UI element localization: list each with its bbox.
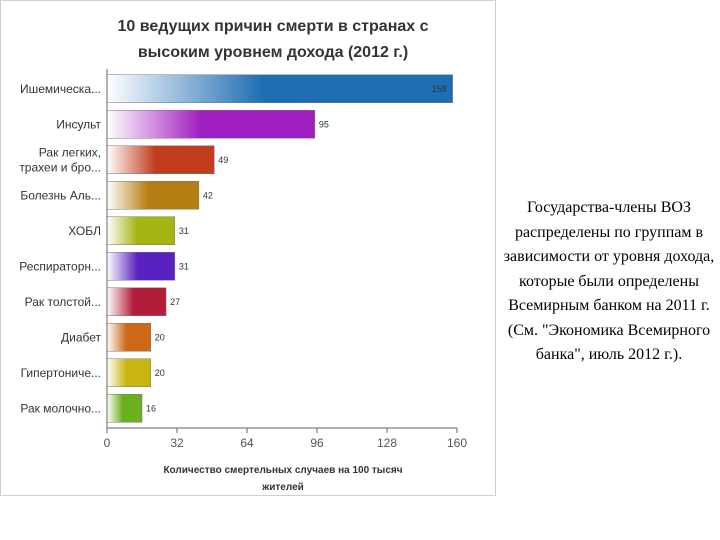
- bar-value-label: 95: [319, 119, 329, 129]
- x-axis: 0 32 64 96 128 160: [104, 69, 467, 450]
- bar: [106, 287, 167, 316]
- bar: [106, 323, 151, 352]
- bar: [106, 181, 200, 210]
- x-axis-title-line: Количество смертельных случаев на 100 ты…: [163, 465, 402, 476]
- category-label: Болезнь Аль...: [20, 188, 101, 202]
- x-tick-label: 0: [104, 436, 111, 450]
- bar: [106, 145, 215, 174]
- chart-title: 10 ведущих причин смерти в странах с высо…: [117, 18, 428, 61]
- bar: [106, 394, 143, 423]
- bar-value-label: 27: [170, 297, 180, 307]
- bar-value-label: 31: [179, 226, 189, 236]
- x-axis-title: Количество смертельных случаев на 100 ты…: [163, 465, 402, 493]
- bar-value-label: 31: [179, 261, 189, 271]
- category-label: Рак молочно...: [20, 401, 101, 415]
- category-label: Рак легких,: [39, 145, 101, 159]
- bar-value-label: 20: [155, 368, 165, 378]
- x-tick-label: 128: [377, 436, 397, 450]
- category-label: Гипертониче...: [21, 366, 101, 380]
- bar-chart: 10 ведущих причин смерти в странах с высо…: [19, 18, 467, 493]
- bar-value-label: 158: [432, 84, 447, 94]
- chart-title-line: высоким уровнем дохода (2012 г.): [138, 44, 408, 61]
- category-label: Ишемическа...: [20, 82, 101, 96]
- category-label: Респираторн...: [19, 259, 101, 273]
- bar-value-label: 16: [146, 403, 156, 413]
- side-note: Государства-члены ВОЗ распределены по гр…: [503, 199, 715, 363]
- category-label: трахеи и бро...: [19, 160, 101, 174]
- bars: 158 Ишемическа... 95 Инсульт 49 Рак легких,тр…: [19, 74, 453, 423]
- bar: [106, 110, 316, 139]
- bar: [106, 252, 176, 281]
- bar-value-label: 49: [218, 155, 228, 165]
- category-label: Рак толстой...: [25, 295, 101, 309]
- bar: [106, 358, 151, 387]
- bar-value-label: 20: [155, 332, 165, 342]
- category-label: Инсульт: [56, 117, 101, 131]
- chart-frame: 10 ведущих причин смерти в странах с высо…: [0, 0, 496, 496]
- x-tick-label: 64: [240, 436, 254, 450]
- bar-value-label: 42: [203, 190, 213, 200]
- category-label: ХОБЛ: [68, 224, 101, 238]
- x-tick-label: 160: [447, 436, 467, 450]
- chart-title-line: 10 ведущих причин смерти в странах с: [117, 18, 428, 35]
- x-axis-title-line: жителей: [261, 482, 304, 493]
- x-tick-label: 96: [310, 436, 324, 450]
- bar: [106, 216, 176, 245]
- x-tick-label: 32: [170, 436, 184, 450]
- bar: [106, 74, 453, 103]
- category-label: Диабет: [61, 330, 102, 344]
